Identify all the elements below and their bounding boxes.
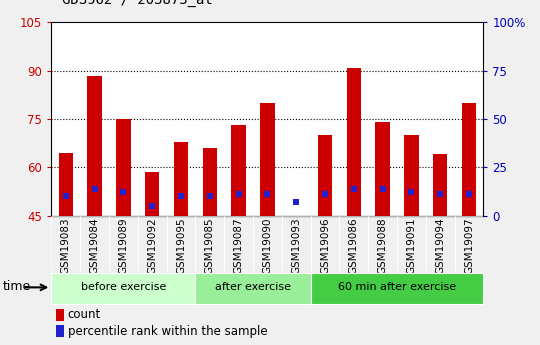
Bar xyxy=(51,273,195,304)
Text: GSM19084: GSM19084 xyxy=(90,217,99,274)
Bar xyxy=(426,216,455,271)
Bar xyxy=(310,216,339,271)
Text: count: count xyxy=(68,308,101,321)
Text: before exercise: before exercise xyxy=(80,283,166,292)
Bar xyxy=(404,135,418,216)
Bar xyxy=(195,273,310,304)
Bar xyxy=(51,216,80,271)
Bar xyxy=(109,216,138,271)
Text: GSM19094: GSM19094 xyxy=(435,217,445,274)
Text: GSM19089: GSM19089 xyxy=(118,217,129,274)
Bar xyxy=(318,135,332,216)
Bar xyxy=(375,122,390,216)
Bar xyxy=(80,216,109,271)
Text: GSM19095: GSM19095 xyxy=(176,217,186,274)
Text: GSM19092: GSM19092 xyxy=(147,217,157,274)
Bar xyxy=(87,76,102,216)
Bar xyxy=(455,216,483,271)
Text: GSM19097: GSM19097 xyxy=(464,217,474,274)
Bar xyxy=(195,216,224,271)
Text: after exercise: after exercise xyxy=(215,283,291,292)
Bar xyxy=(397,216,426,271)
Bar xyxy=(310,273,483,304)
Bar xyxy=(339,216,368,271)
Bar xyxy=(433,155,447,216)
Text: GSM19090: GSM19090 xyxy=(262,217,272,274)
Text: GSM19091: GSM19091 xyxy=(406,217,416,274)
Bar xyxy=(253,216,282,271)
Text: time: time xyxy=(3,280,31,293)
Text: GSM19083: GSM19083 xyxy=(60,217,71,274)
Bar xyxy=(224,216,253,271)
Bar xyxy=(174,141,188,216)
Bar xyxy=(56,308,64,321)
Text: GSM19093: GSM19093 xyxy=(291,217,301,274)
Text: GSM19096: GSM19096 xyxy=(320,217,330,274)
Bar xyxy=(368,216,397,271)
Bar xyxy=(202,148,217,216)
Text: GSM19087: GSM19087 xyxy=(233,217,244,274)
Bar xyxy=(56,325,64,337)
Bar xyxy=(145,172,159,216)
Text: GSM19086: GSM19086 xyxy=(349,217,359,274)
Text: GDS962 / 203873_at: GDS962 / 203873_at xyxy=(62,0,213,7)
Bar xyxy=(282,216,310,271)
Bar xyxy=(116,119,131,216)
Text: 60 min after exercise: 60 min after exercise xyxy=(338,283,456,292)
Text: GSM19085: GSM19085 xyxy=(205,217,215,274)
Bar xyxy=(231,126,246,216)
Bar xyxy=(166,216,195,271)
Text: GSM19088: GSM19088 xyxy=(377,217,388,274)
Bar xyxy=(58,153,73,216)
Bar xyxy=(347,68,361,216)
Bar xyxy=(462,103,476,216)
Bar xyxy=(138,216,166,271)
Text: percentile rank within the sample: percentile rank within the sample xyxy=(68,325,267,338)
Bar xyxy=(260,103,274,216)
